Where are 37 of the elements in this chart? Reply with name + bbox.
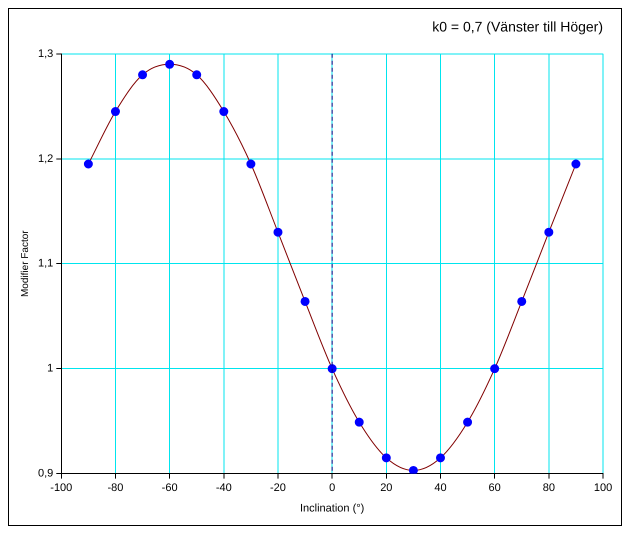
x-tick-label: -40 — [216, 482, 232, 494]
y-axis-title: Modifier Factor — [20, 230, 31, 298]
x-tick-label: -80 — [108, 482, 124, 494]
x-tick-label: 20 — [380, 482, 392, 494]
x-tick-label: 0 — [329, 482, 336, 494]
y-tick-label: 1,3 — [38, 48, 54, 60]
x-tick-label: 100 — [594, 482, 612, 494]
point — [110, 107, 120, 116]
point — [219, 107, 228, 116]
y-tick-label: 1 — [47, 362, 54, 375]
x-tick-label: -60 — [162, 482, 178, 494]
point — [138, 70, 148, 80]
x-tick-label: 40 — [434, 482, 447, 494]
point — [571, 160, 580, 168]
point — [517, 296, 526, 306]
point — [246, 160, 256, 168]
point — [436, 453, 445, 462]
point — [165, 60, 174, 69]
x-tick-label: 80 — [542, 482, 555, 494]
point — [192, 70, 202, 80]
y-tick-label: 1,1 — [38, 258, 54, 270]
y-tick-label: 1,2 — [38, 152, 54, 165]
y-tick-label: 0,9 — [38, 468, 54, 480]
point — [544, 228, 554, 237]
point — [408, 466, 418, 474]
point — [273, 228, 282, 237]
point — [354, 418, 364, 427]
x-tick-label: -100 — [50, 482, 72, 494]
point — [84, 160, 93, 168]
point — [463, 418, 472, 427]
point — [300, 296, 310, 306]
chart-title: k0 = 0,7 (Vänster till Höger) — [432, 18, 603, 34]
point — [382, 453, 391, 462]
x-tick-label: -20 — [270, 482, 286, 494]
x-axis-title: Inclination (°) — [300, 502, 364, 514]
point — [490, 364, 500, 374]
x-tick-label: 60 — [488, 482, 501, 494]
